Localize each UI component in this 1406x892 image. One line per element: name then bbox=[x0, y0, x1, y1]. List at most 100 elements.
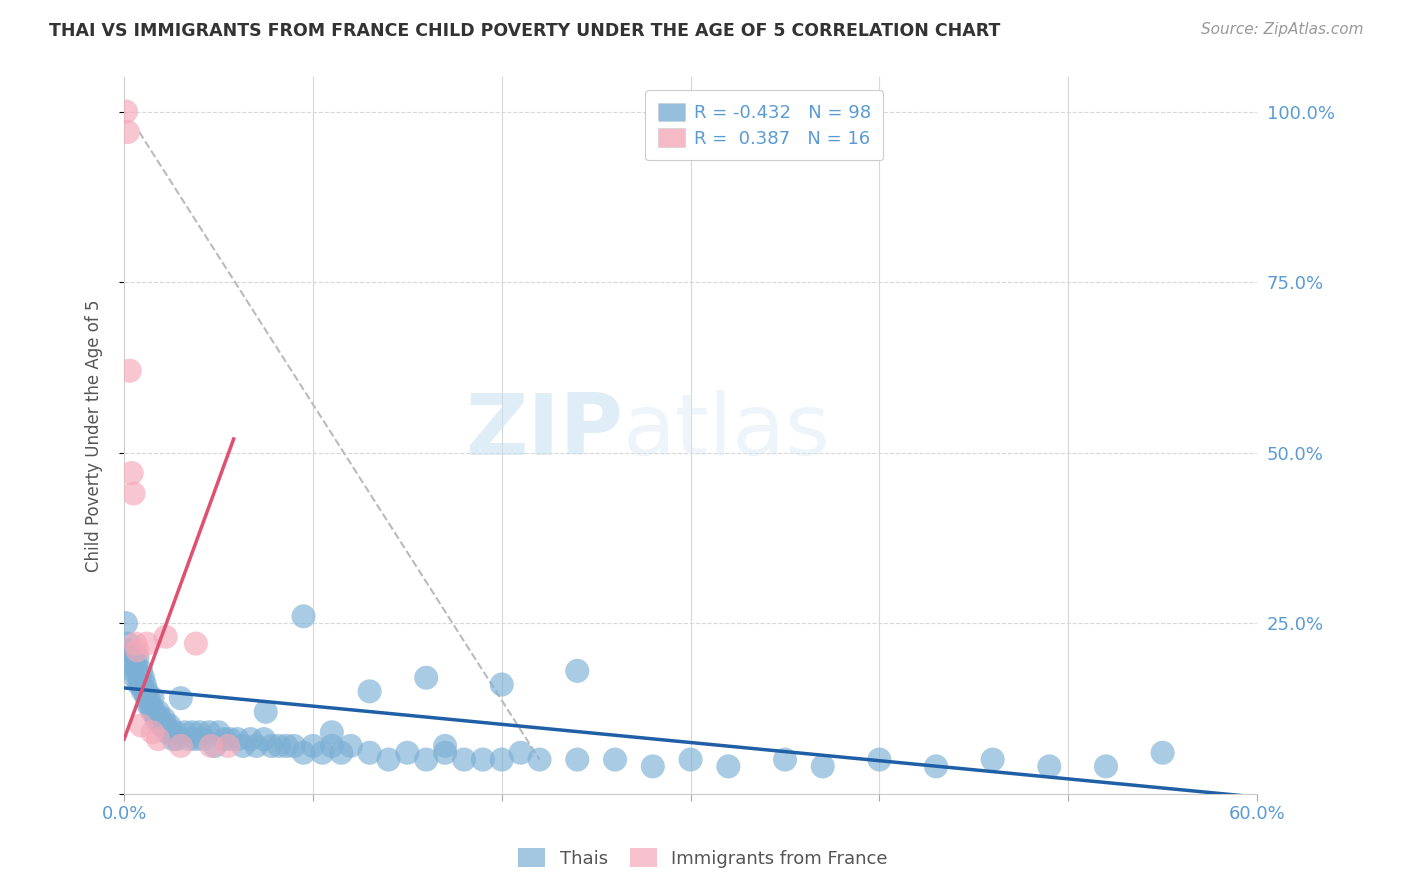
Point bbox=[567, 664, 589, 678]
Legend: Thais, Immigrants from France: Thais, Immigrants from France bbox=[508, 838, 898, 879]
Point bbox=[603, 753, 626, 767]
Point bbox=[146, 705, 169, 719]
Point bbox=[1152, 746, 1174, 760]
Point bbox=[204, 739, 226, 753]
Point bbox=[529, 753, 551, 767]
Text: Source: ZipAtlas.com: Source: ZipAtlas.com bbox=[1201, 22, 1364, 37]
Point bbox=[165, 725, 187, 739]
Point bbox=[321, 725, 343, 739]
Point bbox=[292, 609, 315, 624]
Point bbox=[118, 643, 141, 657]
Point bbox=[115, 616, 138, 631]
Point bbox=[415, 753, 437, 767]
Point bbox=[166, 732, 188, 747]
Point bbox=[1095, 759, 1118, 773]
Point bbox=[260, 739, 283, 753]
Point bbox=[117, 125, 139, 139]
Point bbox=[127, 650, 149, 665]
Point bbox=[156, 725, 179, 739]
Point bbox=[152, 712, 174, 726]
Point bbox=[181, 725, 204, 739]
Point bbox=[245, 739, 267, 753]
Point bbox=[128, 677, 150, 691]
Point bbox=[124, 637, 146, 651]
Point bbox=[141, 691, 163, 706]
Point bbox=[359, 684, 381, 698]
Point bbox=[124, 657, 146, 671]
Point bbox=[302, 739, 325, 753]
Point bbox=[173, 725, 195, 739]
Point bbox=[122, 664, 145, 678]
Point bbox=[135, 691, 157, 706]
Point bbox=[145, 712, 167, 726]
Point bbox=[193, 732, 215, 747]
Point bbox=[218, 732, 240, 747]
Point bbox=[868, 753, 890, 767]
Legend: R = -0.432   N = 98, R =  0.387   N = 16: R = -0.432 N = 98, R = 0.387 N = 16 bbox=[645, 90, 883, 161]
Point bbox=[217, 739, 239, 753]
Point bbox=[135, 684, 157, 698]
Point bbox=[239, 732, 262, 747]
Point bbox=[170, 691, 193, 706]
Point bbox=[129, 718, 152, 732]
Point bbox=[292, 746, 315, 760]
Point bbox=[232, 739, 254, 753]
Point bbox=[118, 650, 141, 665]
Point bbox=[122, 650, 145, 665]
Point bbox=[188, 725, 211, 739]
Point bbox=[150, 718, 173, 732]
Point bbox=[212, 732, 235, 747]
Point bbox=[283, 739, 305, 753]
Point bbox=[276, 739, 298, 753]
Point bbox=[330, 746, 353, 760]
Point bbox=[143, 705, 166, 719]
Point bbox=[434, 746, 457, 760]
Point bbox=[129, 664, 152, 678]
Point bbox=[311, 746, 333, 760]
Point bbox=[254, 705, 277, 719]
Point bbox=[149, 712, 172, 726]
Point bbox=[184, 732, 207, 747]
Point bbox=[567, 753, 589, 767]
Point bbox=[129, 677, 152, 691]
Point bbox=[491, 677, 513, 691]
Point bbox=[773, 753, 796, 767]
Point bbox=[155, 630, 177, 644]
Point bbox=[981, 753, 1004, 767]
Point bbox=[679, 753, 702, 767]
Point bbox=[717, 759, 740, 773]
Point bbox=[339, 739, 361, 753]
Point bbox=[509, 746, 531, 760]
Point bbox=[134, 677, 156, 691]
Point bbox=[121, 650, 143, 665]
Point bbox=[118, 364, 141, 378]
Point bbox=[141, 705, 163, 719]
Point bbox=[925, 759, 948, 773]
Point bbox=[135, 637, 157, 651]
Point bbox=[377, 753, 399, 767]
Point bbox=[115, 104, 138, 119]
Point bbox=[159, 718, 181, 732]
Point bbox=[121, 466, 143, 480]
Point bbox=[198, 725, 221, 739]
Point bbox=[138, 698, 160, 712]
Point bbox=[177, 732, 200, 747]
Text: THAI VS IMMIGRANTS FROM FRANCE CHILD POVERTY UNDER THE AGE OF 5 CORRELATION CHAR: THAI VS IMMIGRANTS FROM FRANCE CHILD POV… bbox=[49, 22, 1001, 40]
Point bbox=[146, 732, 169, 747]
Point bbox=[321, 739, 343, 753]
Point bbox=[155, 718, 177, 732]
Point bbox=[127, 664, 149, 678]
Point bbox=[121, 657, 143, 671]
Point bbox=[128, 671, 150, 685]
Point bbox=[160, 725, 183, 739]
Point bbox=[122, 486, 145, 500]
Point bbox=[226, 732, 249, 747]
Point bbox=[184, 637, 207, 651]
Point bbox=[134, 684, 156, 698]
Text: ZIP: ZIP bbox=[465, 391, 623, 474]
Point bbox=[141, 725, 163, 739]
Point bbox=[124, 671, 146, 685]
Point bbox=[415, 671, 437, 685]
Y-axis label: Child Poverty Under the Age of 5: Child Poverty Under the Age of 5 bbox=[86, 300, 103, 572]
Point bbox=[170, 739, 193, 753]
